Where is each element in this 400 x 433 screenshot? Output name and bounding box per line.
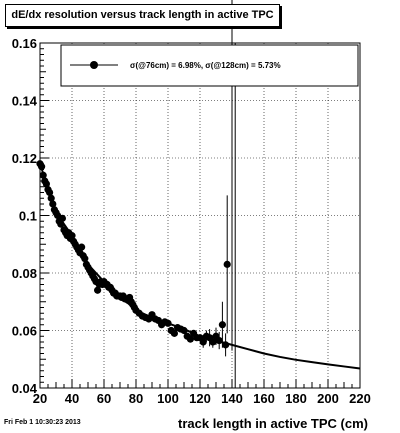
legend-marker <box>90 61 98 69</box>
x-tick-label: 120 <box>189 391 211 406</box>
y-tick-label: 0.14 <box>12 94 38 109</box>
axes: 20 40 60 80 100 120 140 160 180 200 220 0.04 0.06 0.0… <box>12 36 371 406</box>
data-point <box>180 326 188 335</box>
x-tick-label: 100 <box>157 391 179 406</box>
data-point <box>39 171 47 179</box>
legend: σ(@76cm) = 6.98%, σ(@128cm) = 5.73% <box>60 44 359 87</box>
x-tick-label: 40 <box>65 391 79 406</box>
data-point <box>78 243 86 251</box>
data-point <box>57 220 65 228</box>
chart-title: dE/dx resolution versus track length in … <box>5 4 280 27</box>
data-point <box>68 232 76 240</box>
timestamp: Fri Feb 1 10:30:23 2013 <box>4 419 81 426</box>
data-point <box>164 319 172 327</box>
y-tick-label: 0.16 <box>12 36 37 51</box>
legend-text: σ(@76cm) = 6.98%, σ(@128cm) = 5.73% <box>130 61 281 70</box>
x-tick-label: 220 <box>349 391 371 406</box>
x-tick-label: 80 <box>129 391 143 406</box>
data-point <box>209 338 217 346</box>
data-point <box>215 336 223 345</box>
x-tick-label: 20 <box>33 391 47 406</box>
data-point <box>94 286 102 294</box>
data-point <box>199 338 207 346</box>
data-point <box>223 260 231 268</box>
data-point <box>186 335 194 343</box>
data-point <box>49 200 57 208</box>
data-point <box>58 214 66 222</box>
data-point <box>170 329 178 337</box>
data-point <box>218 321 226 329</box>
x-tick-label: 200 <box>317 391 339 406</box>
x-tick-label: 140 <box>221 391 243 406</box>
y-tick-label: 0.08 <box>12 266 37 281</box>
x-tick-label: 180 <box>285 391 307 406</box>
data-point <box>38 163 46 171</box>
x-axis-label: track length in active TPC (cm) <box>178 416 368 431</box>
x-tick-label: 160 <box>253 391 275 406</box>
x-tick-label: 60 <box>97 391 111 406</box>
data-point <box>81 255 89 263</box>
y-tick-label: 0.06 <box>12 324 37 339</box>
y-tick-label: 0.1 <box>19 209 37 224</box>
data-point <box>46 188 54 197</box>
y-tick-label: 0.12 <box>12 151 37 166</box>
data-point <box>42 180 51 188</box>
y-tick-label: 0.04 <box>12 381 38 396</box>
data-point <box>47 194 55 202</box>
data-point <box>222 341 230 349</box>
